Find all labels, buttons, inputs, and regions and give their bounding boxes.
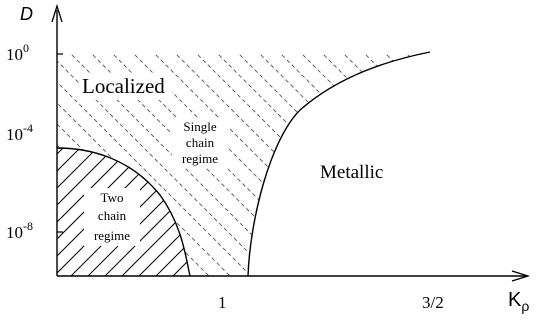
hatch-line <box>227 130 387 290</box>
hatch-line <box>57 148 65 276</box>
single-chain-label-line-3: regime <box>182 151 218 166</box>
x-tick-label-1: 1 <box>218 293 227 312</box>
hatch-line <box>0 40 13 290</box>
hatch-line <box>244 130 404 290</box>
hatch-line <box>499 130 551 290</box>
two-chain-boundary <box>56 147 191 277</box>
hatch-line <box>124 148 190 276</box>
two-chain-label-line-2: chain <box>98 208 127 223</box>
two-chain-label-line-1: Two <box>101 190 124 205</box>
hatch-line <box>57 52 266 276</box>
hatch-line <box>380 130 540 290</box>
x-axis-arrow <box>511 270 531 282</box>
hatch-line <box>448 130 551 290</box>
hatch-line <box>397 130 551 290</box>
x-axis-label: Kρ <box>508 289 529 314</box>
hatch-line <box>465 130 551 290</box>
hatch-line <box>57 148 116 276</box>
y-axis-arrow <box>51 3 63 23</box>
metallic-boundary <box>247 51 431 277</box>
hatch-line <box>540 40 551 290</box>
hatch-line <box>435 40 551 290</box>
hatch-line <box>73 148 190 276</box>
hatch-line <box>498 40 551 290</box>
hatch-line <box>431 130 551 290</box>
hatch-line <box>346 130 506 290</box>
y-tick-label-2: 10-8 <box>6 219 33 242</box>
hatch-line <box>477 40 551 290</box>
hatch-line <box>266 52 430 276</box>
hatch-line <box>413 52 430 276</box>
y-tick-label-1: 10-4 <box>6 121 33 144</box>
hatch-line <box>456 40 551 290</box>
hatch-line <box>0 40 34 290</box>
hatch-line <box>158 148 190 276</box>
two-chain-label-bg <box>84 188 140 246</box>
hatch-line <box>261 130 421 290</box>
hatch-line <box>295 130 455 290</box>
two-chain-label-line-3: regime <box>94 228 130 243</box>
hatch-line <box>482 130 551 290</box>
hatch-line <box>0 130 13 290</box>
hatch-line <box>392 52 430 276</box>
x-tick-label-3-2: 3/2 <box>422 293 444 312</box>
single-chain-label-line-2: chain <box>186 135 215 150</box>
localized-label: Localized <box>82 74 165 98</box>
hatch-line <box>57 148 99 276</box>
hatch-line <box>57 52 287 276</box>
hatch-line <box>0 40 55 290</box>
hatch-line <box>519 40 551 290</box>
hatch-line <box>278 130 438 290</box>
metallic-label: Metallic <box>320 162 383 183</box>
single-chain-label-line-1: Single <box>183 119 216 134</box>
hatch-line <box>414 130 551 290</box>
hatch-line <box>0 130 47 290</box>
hatch-line <box>0 130 30 290</box>
hatch-line <box>312 130 472 290</box>
single-chain-label-bg <box>172 118 228 168</box>
localized-label-bg <box>80 74 172 100</box>
y-tick-label-0: 100 <box>6 41 29 64</box>
hatch-line <box>141 148 190 276</box>
hatch-line <box>363 130 523 290</box>
y-axis-label: D <box>20 4 33 24</box>
hatch-line <box>371 52 430 276</box>
hatch-line <box>329 130 489 290</box>
